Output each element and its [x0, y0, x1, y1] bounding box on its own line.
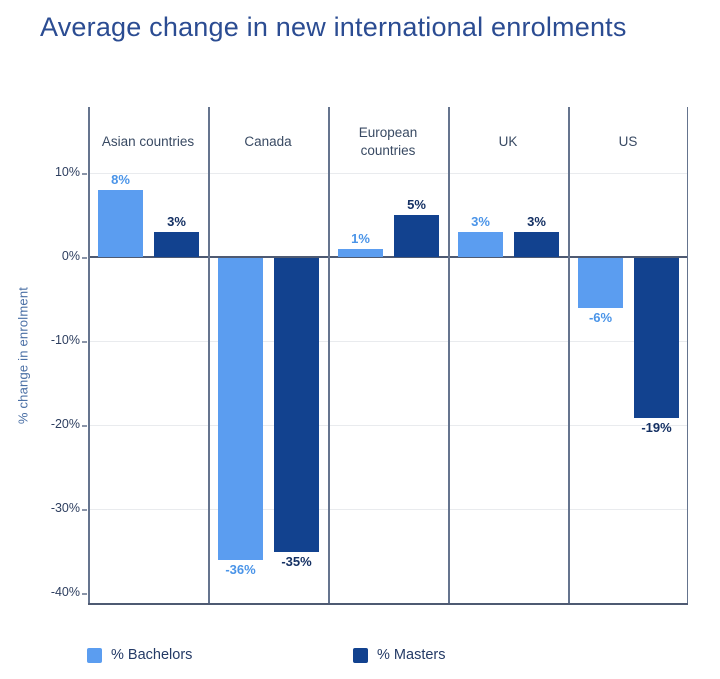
- bar-value-label: 5%: [407, 197, 426, 212]
- panel-divider: [568, 107, 570, 604]
- gridline: [88, 425, 688, 426]
- legend-item-bachelors: % Bachelors: [87, 647, 192, 663]
- bar-masters: [514, 231, 559, 257]
- y-tick-label: -40%: [50, 585, 80, 599]
- bar-bachelors: [578, 258, 623, 309]
- bar-value-label: 8%: [111, 171, 130, 187]
- bar-bachelors: [338, 248, 383, 257]
- bar-value-label: 3%: [167, 213, 186, 229]
- panel-divider: [328, 107, 330, 604]
- bar-masters: [394, 215, 439, 257]
- bar-bachelors: [458, 231, 503, 257]
- bar-value-label: -19%: [641, 419, 672, 435]
- gridline: [88, 173, 688, 174]
- legend-item-masters: % Masters: [353, 647, 446, 663]
- gridline: [88, 509, 688, 510]
- y-tick-label: 10%: [54, 165, 80, 179]
- y-axis-line: [88, 107, 90, 604]
- y-tick-mark: [82, 593, 87, 595]
- category-label-text: Asian countries: [101, 134, 195, 149]
- category-label: UK: [448, 113, 568, 171]
- bar-value-label: 1%: [351, 230, 370, 246]
- bar-masters: [274, 258, 319, 552]
- y-tick-label: 0%: [61, 249, 80, 263]
- category-label-text: UK: [498, 134, 518, 149]
- y-tick-mark: [82, 509, 87, 511]
- legend: % Bachelors % Masters: [0, 645, 720, 665]
- y-tick-mark: [82, 341, 87, 343]
- bar-value-label: -36%: [225, 562, 256, 578]
- y-tick-label: -30%: [50, 501, 80, 515]
- y-tick-mark: [82, 425, 87, 427]
- panel-divider: [208, 107, 210, 604]
- category-label: Canada: [208, 113, 328, 171]
- category-label-text: European countries: [358, 125, 418, 158]
- bar-value-label: -35%: [281, 554, 312, 569]
- category-label: US: [568, 113, 688, 171]
- y-tick-label: -20%: [50, 417, 80, 431]
- y-tick-label: -10%: [50, 333, 80, 347]
- y-tick-mark: [82, 257, 87, 259]
- bar-value-label: 3%: [471, 213, 490, 229]
- y-axis-title: % change in enrolment: [15, 286, 31, 425]
- panel-divider: [448, 107, 450, 604]
- plot-bottom-border: [88, 603, 688, 605]
- bar-masters: [154, 231, 199, 257]
- bar-masters: [634, 258, 679, 418]
- chart-title: Average change in new international enro…: [40, 12, 627, 42]
- bachelors-swatch-icon: [87, 647, 102, 663]
- legend-label-masters: % Masters: [377, 647, 446, 663]
- masters-swatch-icon: [353, 647, 368, 663]
- plot-right-border: [686, 107, 688, 604]
- bar-value-label: 3%: [527, 213, 546, 229]
- bar-bachelors: [98, 189, 143, 257]
- plot-area: Asian countries 8% 3% Canada -36% -35% Europea…: [88, 107, 688, 605]
- bar-bachelors: [218, 258, 263, 561]
- category-label: Asian countries: [88, 113, 208, 171]
- category-label-text: Canada: [244, 134, 292, 149]
- zero-axis-line: [88, 256, 688, 258]
- category-label-text: US: [618, 134, 638, 149]
- bar-value-label: -6%: [588, 310, 613, 326]
- gridline: [88, 341, 688, 342]
- legend-label-bachelors: % Bachelors: [111, 647, 193, 663]
- y-tick-mark: [82, 173, 87, 175]
- category-label: European countries: [328, 113, 448, 171]
